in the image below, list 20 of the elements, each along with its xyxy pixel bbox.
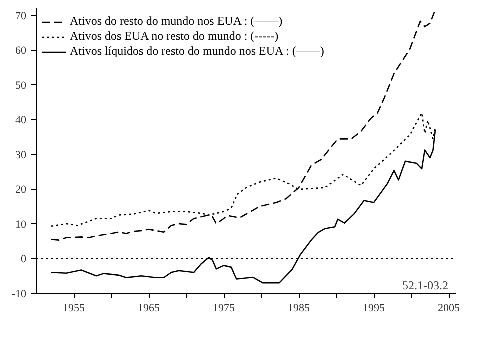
- y-tick-label: 40: [16, 114, 27, 127]
- x-tick-label: 1985: [288, 302, 310, 314]
- y-tick-label: 30: [16, 149, 27, 162]
- line-series: [50, 11, 436, 241]
- x-tick-label: 1995: [363, 302, 386, 314]
- y-tick-label: 0: [21, 254, 27, 266]
- x-tick-label: 1955: [63, 302, 86, 314]
- x-tick-label: 2005: [438, 302, 460, 314]
- legend-label: Ativos do resto do mundo nos EUA : (——): [70, 14, 283, 29]
- legend-label: Ativos dos EUA no resto do mundo : (-----): [70, 29, 279, 44]
- x-tick-label: 1975: [213, 302, 236, 314]
- y-tick-label: 10: [16, 218, 27, 231]
- y-tick-label: 60: [16, 45, 27, 58]
- y-tick-label: 70: [16, 10, 27, 22]
- legend-label: Ativos líquidos do resto do mundo nos EUA : (——): [70, 44, 324, 59]
- y-tick-label: -10: [12, 288, 27, 300]
- x-tick-label: 1965: [138, 302, 160, 314]
- y-tick-label: 50: [16, 80, 27, 92]
- annotation: 52.1-03.2: [402, 278, 449, 292]
- y-tick-label: 20: [16, 184, 27, 196]
